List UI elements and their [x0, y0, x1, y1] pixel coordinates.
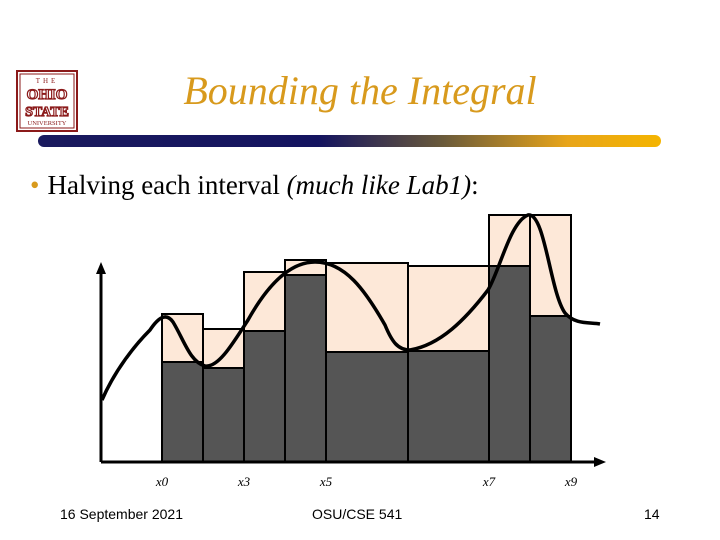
svg-text:OHIO: OHIO: [27, 87, 68, 103]
x-label-x5: x5: [319, 474, 333, 489]
footer-date: 16 September 2021: [60, 506, 183, 522]
slide-title: Bounding the Integral: [183, 68, 537, 113]
x-labels: x0 x3 x5 x7 x9: [155, 474, 578, 489]
x-label-x9: x9: [564, 474, 578, 489]
lower-bound-rects: [161, 265, 572, 463]
function-curve: [100, 213, 601, 401]
svg-text:STATE: STATE: [25, 105, 69, 120]
x-label-x3: x3: [237, 474, 251, 489]
lower-rect-5: [325, 351, 409, 463]
svg-text:UNIVERSITY: UNIVERSITY: [28, 120, 67, 127]
bullet-parenthetical: (much like Lab1): [286, 170, 472, 200]
x-axis-arrow: [594, 457, 606, 467]
bullet-text: Halving each interval: [47, 170, 287, 200]
lower-rect-1: [161, 361, 204, 463]
bullet-point: • Halving each interval (much like Lab1):: [30, 170, 479, 201]
lower-rect-8: [529, 315, 572, 463]
x-label-x0: x0: [155, 474, 169, 489]
lower-rect-3: [243, 330, 286, 463]
bullet-colon: :: [471, 170, 479, 200]
ohio-state-logo: THE OHIO STATE UNIVERSITY: [16, 70, 78, 132]
svg-text:THE: THE: [36, 77, 59, 85]
lower-rect-6: [407, 350, 490, 463]
lower-rect-2: [202, 367, 245, 463]
axes: [96, 262, 606, 467]
title-rule: [38, 135, 661, 147]
footer-course: OSU/CSE 541: [312, 506, 403, 522]
lower-rect-7: [488, 265, 531, 463]
footer-page-number: 14: [644, 506, 660, 522]
y-axis-arrow: [96, 262, 106, 274]
lower-rect-4: [284, 274, 327, 463]
x-label-x7: x7: [482, 474, 496, 489]
bullet-marker: •: [30, 170, 40, 200]
